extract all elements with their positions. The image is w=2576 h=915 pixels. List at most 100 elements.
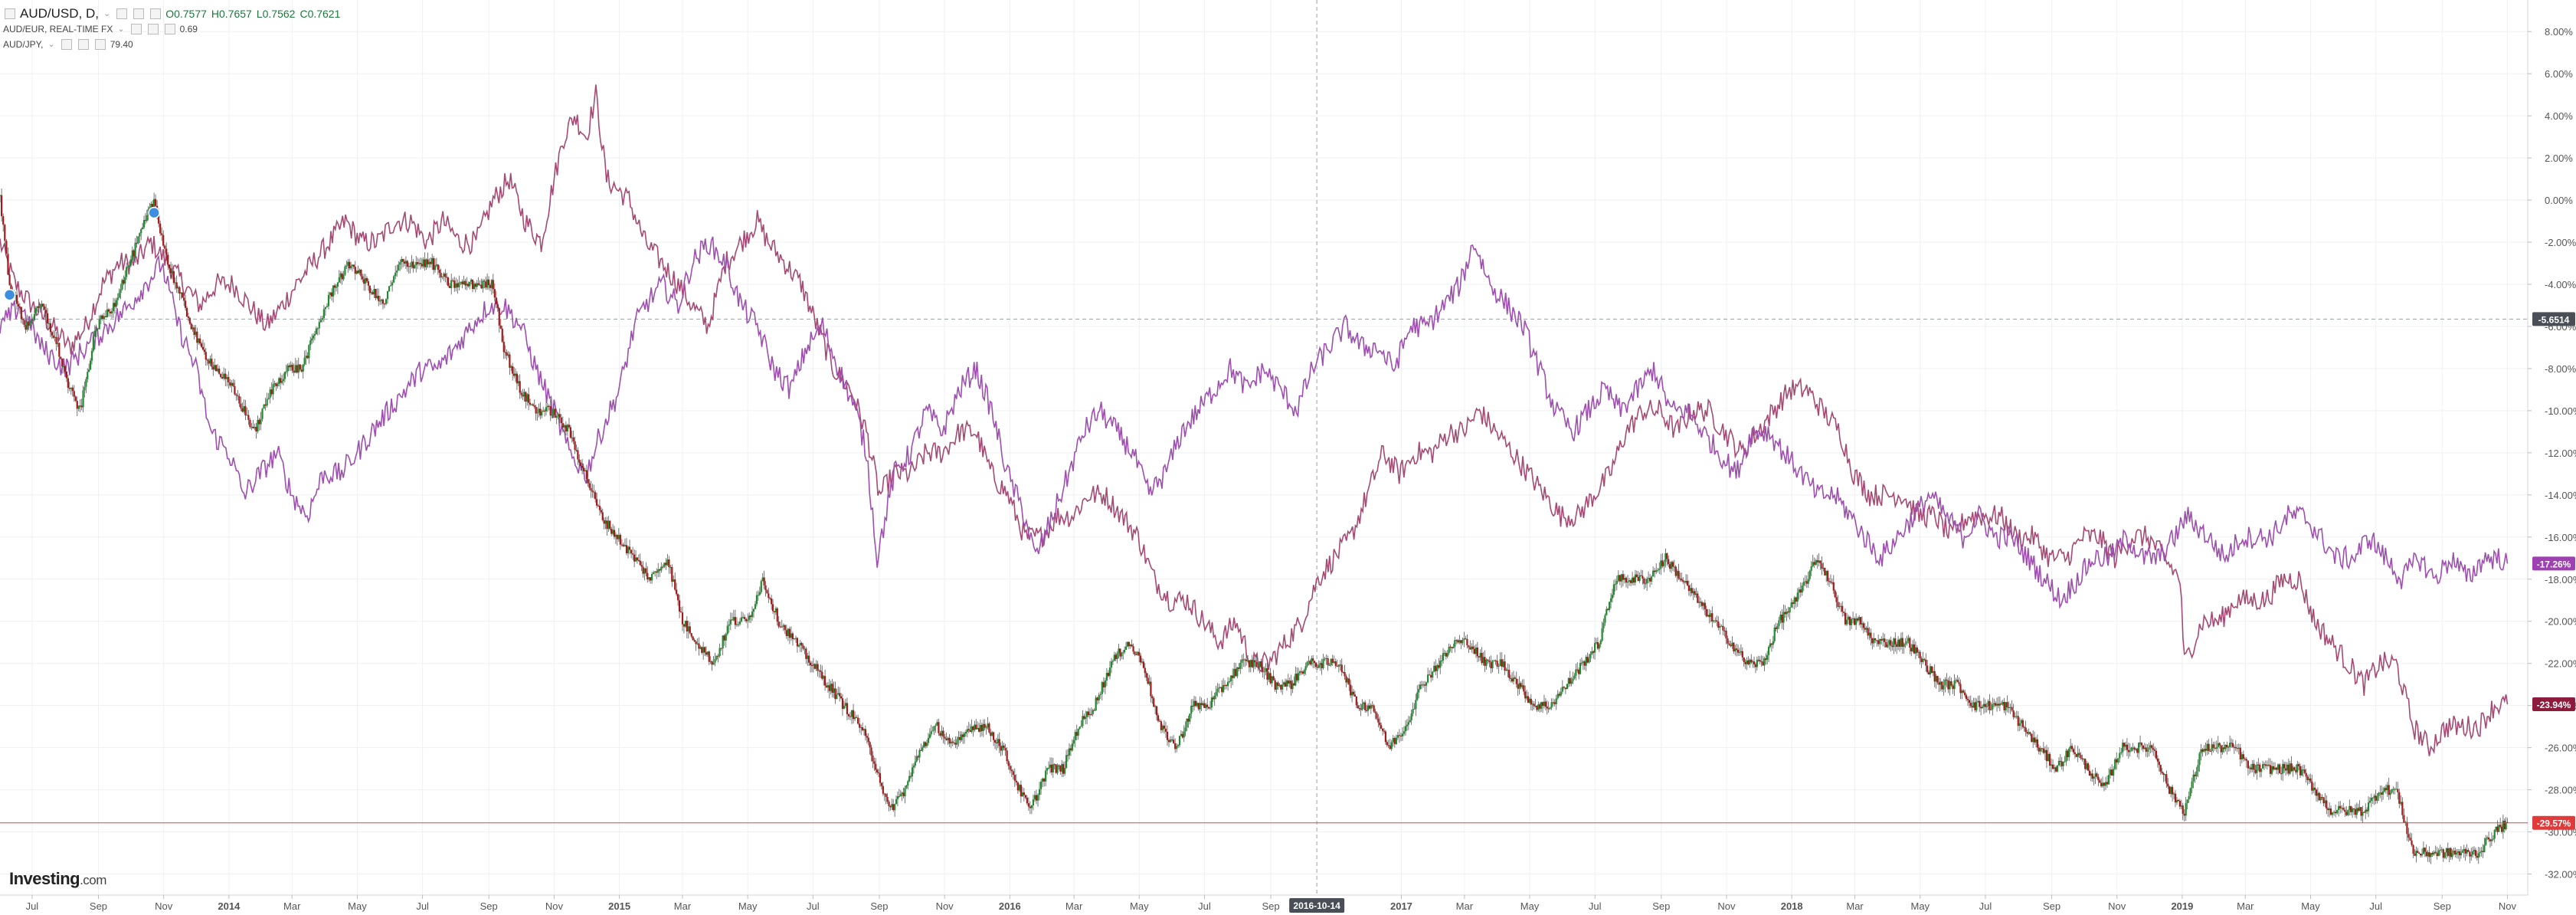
candle-body [1075,732,1078,736]
candle-body [336,282,339,287]
candle-body [723,635,725,641]
candle-body [1801,585,1803,593]
close-icon[interactable] [164,24,175,34]
candle-body [1199,703,1201,710]
candle-body [1281,684,1284,690]
candle-body [1102,682,1105,687]
candle-body [1575,669,1577,676]
candle-body [1105,673,1108,681]
candle-body [2461,851,2463,853]
candle-body [1981,707,1984,709]
candle-body [1079,726,1081,730]
visibility-icon[interactable] [130,24,142,34]
candle-body [2378,792,2380,796]
settings-icon[interactable] [147,24,159,34]
close-icon[interactable] [94,39,106,50]
candle-body [510,366,512,368]
candle-body [1553,702,1556,704]
legend: AUD/USD, D, ⌄ O0.7577 H0.7657 L0.7562 C0… [3,6,340,52]
candle-body [208,360,210,364]
candle-body [2485,838,2487,845]
candle-body [1173,740,1175,743]
collapse-icon[interactable] [5,8,15,19]
jpy-symbol[interactable]: AUD/JPY, [3,39,44,50]
x-axis[interactable]: Jul Sep Nov 2014 Mar May Jul Sep Nov 2015 Mar May Ju… [26,895,2517,912]
jpy-value: 79.40 [110,39,133,50]
logo-main: Investing [9,869,80,888]
candle-body [1793,597,1795,605]
legend-row-aud-eur[interactable]: AUD/EUR, REAL-TIME FX ⌄ 0.69 [3,21,340,37]
chevron-down-icon[interactable]: ⌄ [103,9,111,18]
candle-body [2499,825,2502,827]
candle-body [218,368,221,374]
candle-body [1827,570,1829,582]
candle-body [1524,691,1527,699]
candle-body [1445,653,1447,657]
main-symbol[interactable]: AUD/USD, D, [20,6,99,21]
visibility-icon[interactable] [61,39,72,50]
event-marker-icon[interactable] [3,289,16,301]
candle-body [36,306,38,309]
candle-body [1874,638,1877,641]
candle-body [167,254,169,265]
candle-body [1604,615,1606,623]
candle-body [2430,853,2432,858]
candle-body [1425,682,1428,686]
candle-body [1150,681,1152,697]
candle-body [87,372,89,379]
candle-body [1861,623,1864,625]
event-markers[interactable] [3,206,160,301]
settings-icon[interactable] [77,39,89,50]
candle-body [782,625,784,627]
candle-body [1589,654,1592,659]
candle-body [2400,802,2402,804]
candle-body [804,648,806,650]
legend-row-aud-usd[interactable]: AUD/USD, D, ⌄ O0.7577 H0.7657 L0.7562 C0… [3,6,340,21]
settings-icon[interactable] [133,8,145,19]
candle-body [2094,773,2096,777]
candle-body [665,562,667,566]
candle-body [1216,688,1219,692]
legend-row-aud-jpy[interactable]: AUD/JPY, ⌄ 79.40 [3,37,340,52]
candle-body [2217,743,2219,748]
candle-body [98,319,100,330]
candle-body [1328,665,1331,667]
candle-body [2096,773,2098,777]
candle-body [720,648,722,649]
candle-body [824,676,826,686]
investing-logo[interactable]: Investing.com [9,869,106,889]
candle-body [1262,667,1264,672]
candle-body [89,360,92,370]
candle-body [1389,745,1391,749]
visibility-icon[interactable] [116,8,128,19]
close-icon[interactable] [150,8,162,19]
candle-body [1782,612,1785,623]
candle-body [21,319,24,320]
candle-body [639,560,641,566]
eur-symbol[interactable]: AUD/EUR, REAL-TIME FX [3,24,113,34]
candle-body [962,734,964,737]
candle-body [412,261,414,269]
candle-body [1490,662,1492,669]
candle-body [2460,852,2463,856]
candle-body [1536,706,1538,710]
event-marker-icon[interactable] [148,206,160,219]
candle-body [1933,671,1936,682]
candle-body [972,726,974,730]
candle-body [1077,729,1079,736]
candle-body [1169,740,1172,743]
candle-body [1225,685,1228,687]
candle-body [1707,615,1709,617]
candle-body [1840,605,1842,607]
candle-body [0,195,3,217]
candle-body [2354,808,2357,815]
candle-body [273,383,276,385]
candle-body [1043,779,1046,782]
candle-body [146,215,148,221]
candle-body [840,696,843,699]
chevron-down-icon[interactable]: ⌄ [117,25,125,34]
chevron-down-icon[interactable]: ⌄ [47,40,55,49]
candle-body [1221,687,1223,693]
candle-body [68,388,70,389]
